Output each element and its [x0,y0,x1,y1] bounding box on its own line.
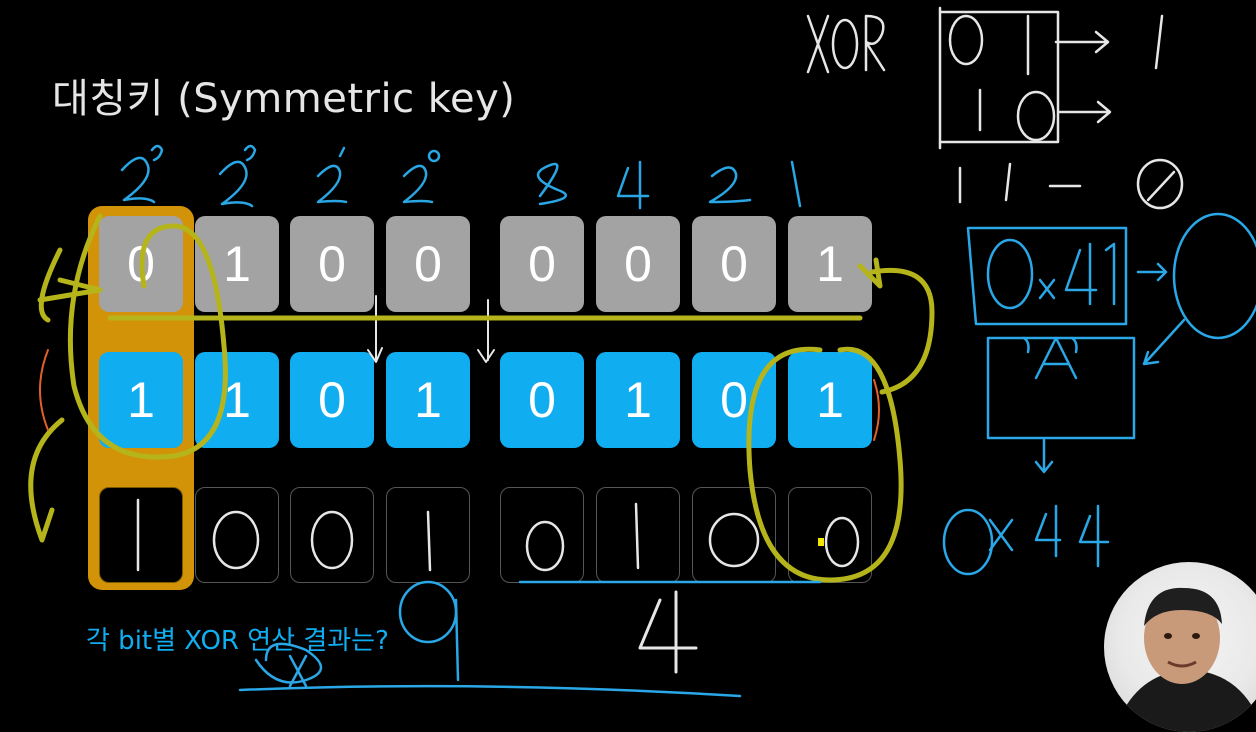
slide-title: 대칭키 (Symmetric key) [52,76,516,122]
yellow-ink [28,213,935,583]
presenter-webcam-icon [1104,562,1256,732]
xor-truth-notes [806,6,1184,210]
key-bit: 0 [692,352,776,448]
down-arrows [367,295,495,363]
result-digits [136,498,860,572]
plaintext-bit: 0 [692,216,776,312]
plaintext-bit: 0 [386,216,470,312]
plaintext-bit: 0 [290,216,374,312]
question-caption: 각 bit별 XOR 연산 결과는? [86,626,389,656]
key-bit: 0 [290,352,374,448]
hex-value-notes [238,212,1256,698]
plaintext-bit: 0 [99,216,183,312]
power-labels [120,144,802,210]
key-bit: 1 [596,352,680,448]
key-bit: 0 [500,352,584,448]
orange-brackets [39,349,880,441]
plaintext-bit: 0 [596,216,680,312]
key-bit: 1 [99,352,183,448]
plaintext-bit: 1 [788,216,872,312]
plaintext-bit: 0 [500,216,584,312]
nibble-value [638,590,698,674]
result-box [99,487,183,583]
key-bit: 1 [386,352,470,448]
key-bit: 1 [788,352,872,448]
